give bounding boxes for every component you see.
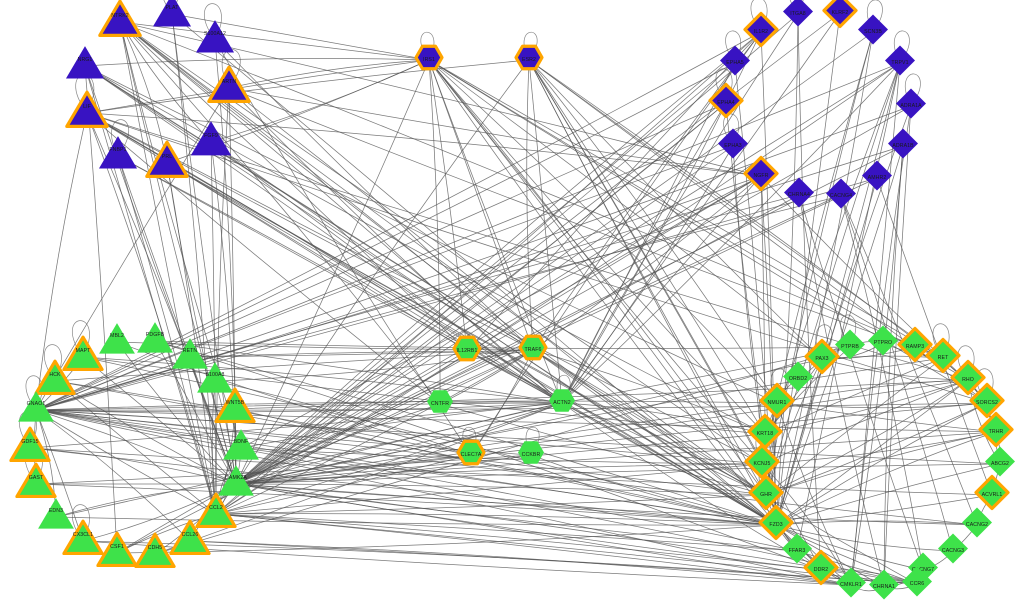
- graph-node-ngfr[interactable]: [740, 153, 782, 200]
- graph-node-il1r2[interactable]: [740, 9, 782, 56]
- graph-node-s100a12[interactable]: [193, 16, 237, 65]
- graph-node-pdgfb[interactable]: [134, 318, 176, 365]
- graph-node-chrna4[interactable]: [779, 173, 819, 218]
- graph-node-rho[interactable]: [947, 357, 989, 404]
- graph-node-camk2a[interactable]: [215, 461, 257, 508]
- graph-node-ghr[interactable]: [745, 472, 787, 519]
- graph-node-cntfr[interactable]: [422, 384, 458, 425]
- graph-node-ddr2[interactable]: [800, 547, 842, 594]
- graph-node-cacng2[interactable]: [957, 503, 997, 548]
- graph-node-epha3[interactable]: [713, 124, 753, 169]
- graph-node-cacng3[interactable]: [933, 529, 973, 574]
- graph-node-mapt[interactable]: [61, 333, 105, 382]
- graph-node-amhr2[interactable]: [857, 156, 897, 201]
- graph-node-itga8[interactable]: [778, 0, 818, 37]
- graph-node-epha5[interactable]: [715, 41, 755, 86]
- graph-node-adra1b[interactable]: [883, 124, 923, 169]
- graph-node-artn[interactable]: [206, 63, 252, 114]
- graph-node-cckbr[interactable]: [513, 435, 549, 476]
- graph-node-fgf9[interactable]: [188, 117, 234, 168]
- graph-node-s100a8[interactable]: [194, 358, 236, 405]
- graph-node-cmklr1[interactable]: [831, 563, 871, 600]
- graph-node-epha4[interactable]: [705, 80, 747, 127]
- graph-node-ret[interactable]: [922, 335, 964, 382]
- graph-node-actn2[interactable]: [544, 383, 580, 424]
- graph-node-gnao1[interactable]: [15, 387, 57, 434]
- graph-node-ccl26[interactable]: [168, 517, 212, 566]
- graph-node-mbl2[interactable]: [96, 319, 138, 366]
- graph-node-acvrl1[interactable]: [971, 472, 1013, 519]
- graph-node-trpv1[interactable]: [880, 41, 920, 86]
- graph-node-ffar3[interactable]: [777, 529, 817, 574]
- graph-node-hck[interactable]: [33, 357, 77, 406]
- graph-node-retn[interactable]: [169, 334, 211, 381]
- graph-node-ptprb[interactable]: [830, 325, 870, 370]
- graph-node-chrna1[interactable]: [864, 565, 904, 600]
- graph-node-esr2[interactable]: [511, 40, 547, 81]
- graph-node-ntrk2[interactable]: [97, 0, 143, 48]
- graph-node-ptpro[interactable]: [863, 321, 903, 366]
- graph-node-gast[interactable]: [14, 460, 58, 509]
- graph-node-lif[interactable]: [64, 88, 110, 139]
- graph-node-prl[interactable]: [144, 138, 190, 189]
- graph-node-traf6[interactable]: [515, 330, 551, 371]
- graph-node-cdh5[interactable]: [133, 530, 177, 579]
- graph-node-scn3b[interactable]: [853, 10, 893, 55]
- graph-node-bdnf[interactable]: [220, 425, 262, 472]
- graph-node-ramp3[interactable]: [894, 324, 936, 371]
- graph-node-cacng4[interactable]: [821, 174, 861, 219]
- graph-node-kcnj5[interactable]: [741, 441, 783, 488]
- graph-node-abcg2[interactable]: [980, 442, 1020, 487]
- graph-node-ccr6[interactable]: [897, 562, 937, 600]
- graph-node-il12rb1[interactable]: [449, 331, 485, 372]
- graph-node-adra1a[interactable]: [891, 84, 931, 129]
- graph-node-fzd3[interactable]: [755, 502, 797, 549]
- graph-node-nrg1[interactable]: [63, 42, 107, 91]
- graph-node-fnbp1[interactable]: [96, 132, 140, 181]
- graph-node-cx3cl1[interactable]: [61, 517, 105, 566]
- graph-node-csf1[interactable]: [95, 529, 139, 578]
- graph-node-irs1[interactable]: [411, 40, 447, 81]
- graph-node-pax3[interactable]: [801, 336, 843, 383]
- graph-node-sorcs2[interactable]: [966, 380, 1008, 427]
- graph-node-trhr[interactable]: [975, 409, 1017, 456]
- graph-node-nmur1[interactable]: [756, 380, 798, 427]
- graph-node-edn3[interactable]: [35, 494, 77, 541]
- graph-node-plat[interactable]: [150, 0, 194, 39]
- graph-node-gdf15[interactable]: [8, 424, 52, 473]
- graph-node-klrf2[interactable]: [819, 0, 861, 37]
- graph-node-wnt5b[interactable]: [213, 385, 257, 434]
- graph-node-clec7a[interactable]: [453, 435, 489, 476]
- graph-node-ccl2[interactable]: [194, 490, 238, 539]
- graph-node-orbd2[interactable]: [778, 357, 818, 402]
